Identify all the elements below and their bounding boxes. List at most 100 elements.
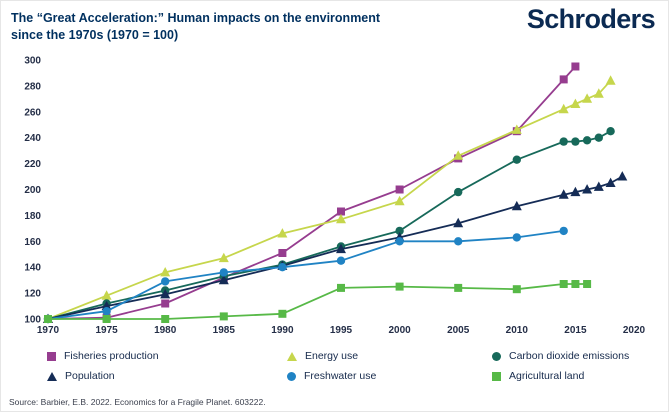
data-point-freshwater-use bbox=[161, 277, 170, 286]
data-point-freshwater-use bbox=[278, 263, 287, 272]
data-point-agricultural-land bbox=[278, 309, 287, 318]
data-point-carbon-dioxide-emissions bbox=[559, 137, 568, 146]
data-point-fisheries-production bbox=[337, 207, 345, 216]
data-point-carbon-dioxide-emissions bbox=[582, 136, 592, 145]
line-chart: 100 120 140 160 180 200 220 240 260 280 300 1970 197… bbox=[24, 56, 646, 337]
data-point-freshwater-use bbox=[559, 226, 568, 236]
data-point-agricultural-land bbox=[161, 315, 170, 323]
series-line-energy-use bbox=[47, 79, 612, 320]
x-tick-label: 1970 bbox=[37, 325, 60, 336]
carbon-dioxide-emissions-marker-icon bbox=[492, 351, 501, 361]
data-point-carbon-dioxide-emissions bbox=[571, 137, 580, 146]
y-tick-label: 200 bbox=[24, 185, 41, 196]
data-point-energy-use bbox=[605, 75, 616, 85]
data-point-energy-use bbox=[570, 98, 581, 108]
data-point-energy-use bbox=[558, 103, 569, 114]
data-point-energy-use bbox=[453, 150, 464, 160]
x-tick-label: 1990 bbox=[271, 325, 294, 336]
energy-use-marker-icon bbox=[287, 351, 297, 361]
schroders-logo: Schroders bbox=[526, 4, 656, 34]
series-line-carbon-dioxide-emissions bbox=[47, 130, 612, 320]
data-point-population bbox=[593, 181, 604, 191]
y-tick-label: 120 bbox=[24, 289, 41, 300]
data-point-agricultural-land bbox=[337, 283, 345, 292]
data-point-agricultural-land bbox=[571, 280, 580, 288]
data-point-population bbox=[218, 274, 229, 285]
x-tick-label: 2005 bbox=[447, 325, 470, 336]
data-point-fisheries-production bbox=[161, 299, 170, 308]
legend-label: Freshwater use bbox=[304, 370, 377, 382]
data-point-energy-use bbox=[582, 93, 593, 103]
legend-item-agricultural-land: Agricultural land bbox=[492, 370, 654, 382]
legend-label: Carbon dioxide emissions bbox=[509, 350, 630, 362]
data-point-carbon-dioxide-emissions bbox=[512, 155, 521, 164]
x-tick-label: 1980 bbox=[154, 325, 177, 336]
data-point-population bbox=[617, 171, 628, 181]
source-text: Source: Barbier, E.B. 2022. Economics fo… bbox=[9, 397, 266, 407]
data-point-energy-use bbox=[394, 195, 405, 206]
data-point-agricultural-land bbox=[454, 283, 463, 292]
data-point-population bbox=[582, 184, 593, 194]
data-point-population bbox=[558, 189, 569, 199]
data-point-energy-use bbox=[160, 267, 171, 277]
title-line-1: The “Great Acceleration:” Human impacts … bbox=[11, 11, 381, 25]
legend-item-carbon-dioxide-emissions: Carbon dioxide emissions bbox=[492, 350, 654, 362]
data-point-agricultural-land bbox=[583, 280, 592, 288]
data-point-population bbox=[336, 243, 346, 254]
data-point-freshwater-use bbox=[336, 256, 346, 265]
legend-item-fisheries-production: Fisheries production bbox=[47, 350, 287, 362]
data-point-energy-use bbox=[218, 252, 229, 263]
data-point-energy-use bbox=[101, 290, 112, 300]
freshwater-use-marker-icon bbox=[287, 371, 296, 381]
data-point-energy-use bbox=[593, 88, 604, 98]
data-point-carbon-dioxide-emissions bbox=[594, 133, 603, 142]
legend-label: Fisheries production bbox=[64, 350, 159, 362]
data-point-population bbox=[453, 217, 464, 228]
data-point-carbon-dioxide-emissions bbox=[606, 127, 615, 136]
legend-label: Energy use bbox=[305, 350, 359, 362]
y-tick-label: 100 bbox=[24, 315, 41, 326]
chart-legend: Fisheries production Energy use Carbon d… bbox=[47, 350, 654, 382]
data-point-carbon-dioxide-emissions bbox=[395, 226, 404, 236]
x-tick-label: 1975 bbox=[95, 325, 118, 336]
data-point-fisheries-production bbox=[278, 249, 287, 257]
legend-label: Population bbox=[65, 370, 115, 382]
data-point-fisheries-production bbox=[571, 62, 580, 71]
data-point-freshwater-use bbox=[395, 237, 404, 246]
legend-item-energy-use: Energy use bbox=[287, 350, 492, 362]
title-line-2: since the 1970s (1970 = 100) bbox=[11, 27, 179, 42]
data-point-freshwater-use bbox=[512, 233, 521, 242]
data-point-freshwater-use bbox=[102, 307, 111, 316]
data-point-population bbox=[605, 177, 616, 187]
data-point-fisheries-production bbox=[559, 75, 568, 84]
x-tick-label: 1985 bbox=[213, 325, 236, 336]
data-point-freshwater-use bbox=[454, 237, 463, 246]
agricultural-land-marker-icon bbox=[492, 371, 501, 381]
data-point-fisheries-production bbox=[395, 185, 404, 194]
y-tick-label: 280 bbox=[24, 81, 41, 92]
legend-label: Agricultural land bbox=[509, 370, 585, 382]
legend-item-population: Population bbox=[47, 370, 287, 382]
legend-item-freshwater-use: Freshwater use bbox=[287, 370, 492, 382]
data-point-carbon-dioxide-emissions bbox=[454, 187, 463, 197]
data-point-population bbox=[101, 300, 112, 311]
data-point-population bbox=[570, 186, 581, 197]
data-point-population bbox=[511, 200, 522, 211]
data-point-agricultural-land bbox=[512, 285, 521, 294]
data-point-energy-use bbox=[511, 124, 522, 134]
series-line-freshwater-use bbox=[47, 230, 565, 320]
data-point-population bbox=[160, 289, 171, 299]
y-tick-label: 160 bbox=[24, 237, 41, 248]
x-tick-label: 2020 bbox=[623, 325, 646, 336]
x-tick-label: 1995 bbox=[330, 325, 353, 336]
x-tick-label: 2010 bbox=[506, 325, 529, 336]
series-line-fisheries-production bbox=[47, 65, 577, 320]
data-point-agricultural-land bbox=[219, 312, 228, 321]
data-point-energy-use bbox=[336, 213, 346, 224]
data-point-freshwater-use bbox=[219, 268, 228, 277]
y-tick-label: 260 bbox=[24, 107, 41, 118]
y-tick-label: 180 bbox=[24, 211, 41, 222]
y-tick-label: 300 bbox=[24, 56, 41, 67]
population-marker-icon bbox=[47, 371, 57, 381]
page-title: The “Great Acceleration:” Human impacts … bbox=[11, 10, 481, 43]
